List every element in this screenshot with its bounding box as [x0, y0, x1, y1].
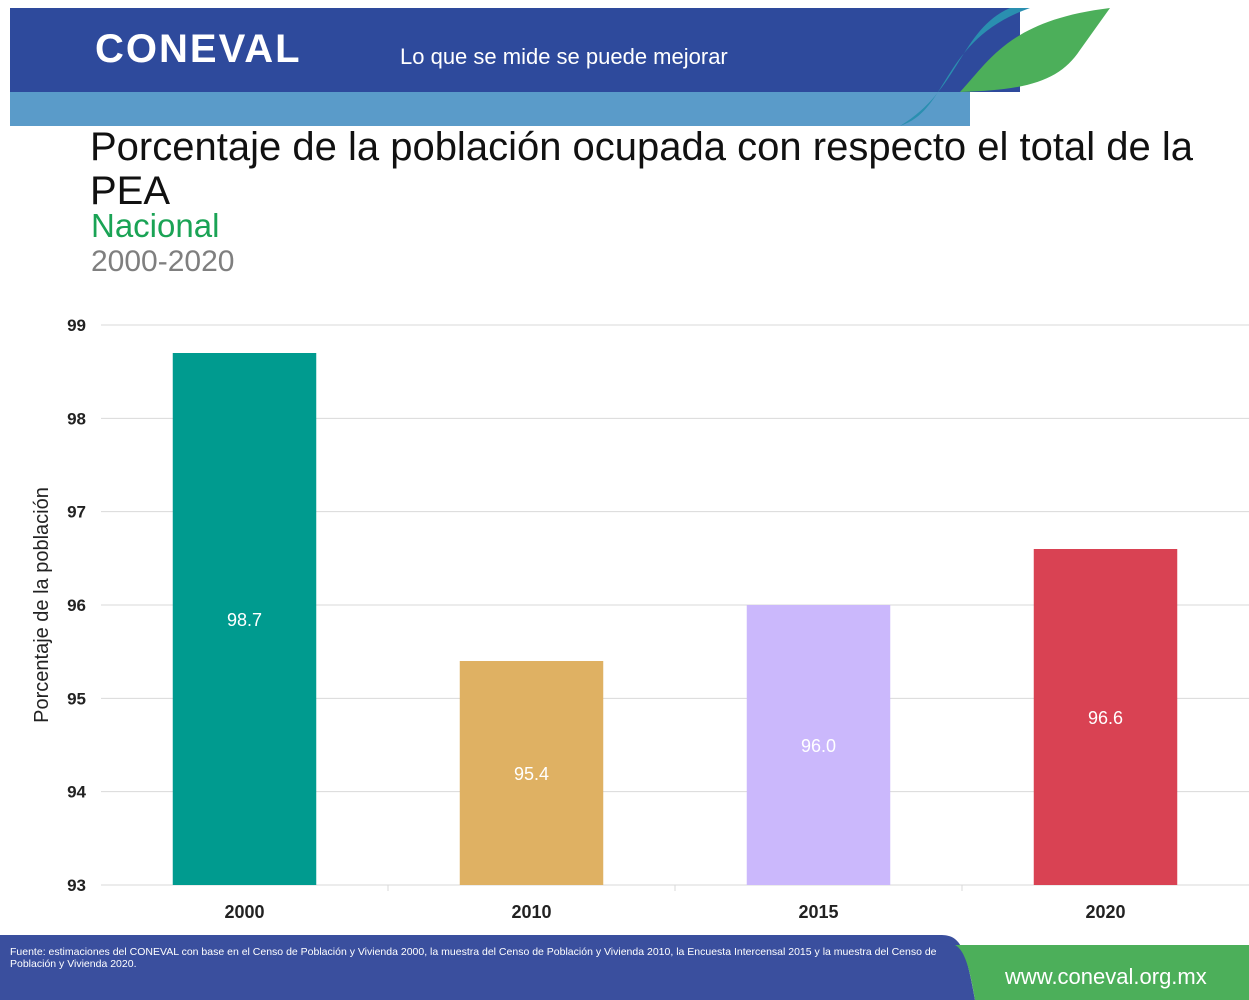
- data-label: 95.4: [514, 764, 549, 784]
- header-swoosh-green: [960, 8, 1110, 92]
- data-label: 98.7: [227, 610, 262, 630]
- y-tick-label: 94: [67, 783, 86, 802]
- website: www.coneval.org.mx: [1004, 964, 1207, 989]
- bar: [746, 605, 891, 885]
- y-tick-label: 99: [67, 316, 86, 335]
- x-tick-label: 2020: [1085, 902, 1125, 922]
- y-tick-label: 96: [67, 596, 86, 615]
- chart-period: 2000-2020: [91, 245, 234, 278]
- logo: CONEVAL: [95, 27, 302, 71]
- footer-band: [0, 935, 975, 1000]
- source-note: Fuente: estimaciones del CONEVAL con bas…: [10, 946, 937, 970]
- x-tick-label: 2000: [224, 902, 264, 922]
- footer-green: [955, 945, 1249, 1000]
- y-tick-label: 95: [67, 689, 86, 708]
- y-axis-label: Porcentaje de la población: [31, 487, 53, 723]
- chart-subtitle: Nacional: [91, 207, 219, 244]
- bar: [1033, 549, 1178, 885]
- header-band-light: [10, 92, 970, 126]
- header-band: [10, 8, 1020, 92]
- y-tick-label: 97: [67, 503, 86, 522]
- y-tick-label: 98: [67, 409, 86, 428]
- x-tick-label: 2015: [798, 902, 838, 922]
- bar: [172, 353, 317, 885]
- bar: [459, 661, 604, 885]
- source-box: Fuente: estimaciones del CONEVAL con bas…: [10, 946, 937, 970]
- x-tick-label: 2010: [511, 902, 551, 922]
- tagline: Lo que se mide se puede mejorar: [400, 44, 728, 69]
- y-tick-label: 93: [67, 876, 86, 895]
- chart-title: Porcentaje de la población ocupada con r…: [90, 125, 1193, 213]
- data-label: 96.6: [1088, 708, 1123, 728]
- data-label: 96.0: [801, 736, 836, 756]
- title-box: Porcentaje de la población ocupada con r…: [90, 125, 1193, 213]
